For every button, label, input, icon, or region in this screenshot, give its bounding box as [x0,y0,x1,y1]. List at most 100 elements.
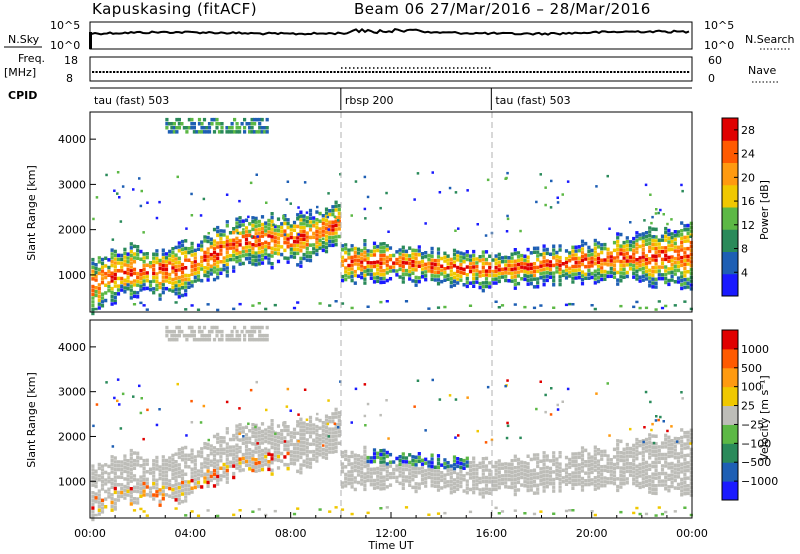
echo-cell [175,325,179,330]
echo-cell [129,452,133,457]
echo-cell [212,446,217,450]
echo-cell [466,189,469,192]
echo-cell [182,126,186,130]
echo-cell [145,462,149,466]
echo-cell [676,475,681,479]
echo-cell [238,337,242,342]
echo-cell [513,509,517,512]
echo-cell [360,478,364,482]
echo-cell [347,256,351,260]
echo-cell [299,432,303,437]
echo-cell [542,477,546,482]
echo-cell [116,292,121,296]
echo-cell [228,449,233,453]
echo-cell [184,266,188,270]
echo-cell [185,126,189,130]
echo-cell [523,472,527,476]
echo-cell [606,469,610,473]
echo-cell [158,293,162,297]
echo-cell [494,254,498,258]
echo-cell [507,263,511,268]
echo-cell [491,464,495,469]
echo-cell [197,130,202,134]
echo-cell [174,498,178,502]
echo-cell [161,279,165,283]
echo-cell [331,243,335,248]
echo-cell [286,428,290,433]
echo-cell [401,257,405,261]
echo-cell [504,255,508,260]
echo-cell [155,287,159,292]
echo-cell [596,470,601,475]
echo-cell [475,280,479,284]
echo-cell [404,272,409,277]
echo-cell [545,267,549,271]
echo-cell [609,262,613,267]
echo-cell [376,244,380,249]
echo-cell [635,231,639,235]
echo-cell [449,265,453,269]
echo-cell [241,437,245,442]
echo-cell [635,468,639,472]
echo-cell [123,255,127,259]
echo-cell [513,488,517,493]
echo-cell [376,474,380,478]
echo-cell [260,226,265,231]
echo-cell [254,218,257,222]
echo-cell [251,468,255,473]
echo-cell [225,480,229,484]
echo-cell [644,254,649,258]
echo-cell [449,277,453,281]
echo-cell [382,452,386,456]
echo-cell [253,325,257,330]
echo-cell [136,271,140,276]
echo-cell [625,465,629,470]
echo-cell [241,250,245,254]
echo-cell [299,448,303,452]
echo-cell [472,257,476,262]
echo-cell [116,269,121,273]
echo-cell [328,239,332,244]
echo-cell [683,251,687,255]
echo-cell [164,263,169,268]
echo-cell [616,232,620,236]
echo-cell [664,437,668,441]
echo-cell [165,329,169,334]
echo-cell [283,237,287,241]
echo-cell [264,307,268,311]
echo-cell [104,482,108,486]
echo-cell [657,242,661,246]
echo-cell [225,472,229,477]
echo-cell [516,488,521,492]
echo-cell [590,478,594,482]
echo-cell [260,448,265,453]
echo-cell [683,274,687,278]
echo-cell [484,464,489,468]
nave-tick-bottom: 0 [708,72,715,85]
echo-cell [145,458,149,463]
echo-cell [456,472,460,476]
echo-cell [315,455,319,459]
echo-cell [385,263,389,267]
echo-cell [250,122,254,126]
echo-cell [593,456,597,461]
echo-cell [206,461,210,466]
echo-cell [235,217,239,221]
echo-cell [216,436,220,441]
echo-cell [116,399,119,403]
echo-cell [260,337,264,342]
echo-cell [328,431,332,435]
echo-cell [372,486,377,490]
echo-cell [337,207,341,212]
echo-cell [255,173,258,176]
echo-cell [619,473,623,478]
echo-cell [126,478,130,482]
echo-cell [552,512,556,515]
echo-cell [670,236,674,240]
echo-cell [267,437,271,441]
echo-cell [433,469,437,473]
echo-cell [225,250,229,255]
echo-cell [299,451,303,456]
echo-cell [344,277,348,282]
echo-cell [606,480,610,485]
